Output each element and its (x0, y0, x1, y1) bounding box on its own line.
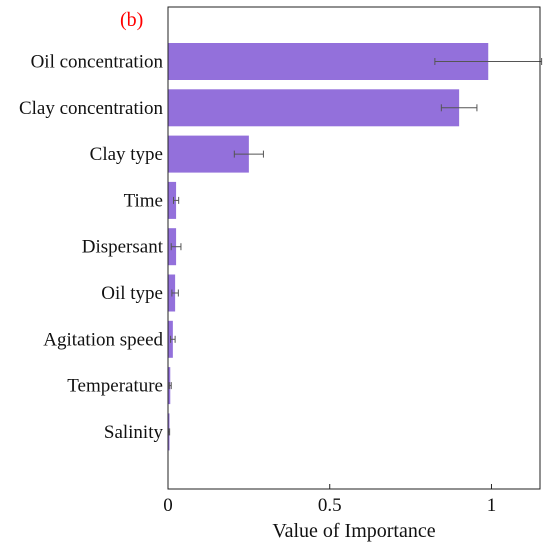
category-label: Oil concentration (31, 52, 164, 73)
x-tick-label: 0.5 (318, 495, 342, 516)
plot-frame (167, 6, 541, 490)
category-label: Oil type (101, 283, 163, 304)
bar (168, 181, 177, 219)
category-label: Clay type (90, 144, 163, 165)
error-bar (170, 335, 176, 343)
category-label: Temperature (67, 376, 163, 397)
x-axis-title: Value of Importance (272, 520, 435, 542)
x-tick-label: 0 (163, 495, 173, 516)
bar (168, 89, 460, 127)
category-label: Salinity (104, 422, 164, 443)
category-label: Agitation speed (43, 329, 163, 350)
category-label: Time (124, 190, 163, 211)
x-ticks-layer: 0 0.5 1 (163, 484, 496, 516)
category-label: Clay concentration (19, 98, 164, 119)
error-bars-layer (167, 58, 543, 436)
error-bar (168, 382, 172, 390)
x-tick-label: 1 (487, 495, 497, 516)
error-bar (170, 243, 182, 251)
bars-layer (168, 43, 489, 451)
category-labels-layer: Oil concentration Clay concentration Clay … (19, 52, 164, 443)
error-bar (440, 104, 478, 112)
error-bar (233, 150, 264, 158)
error-bar (172, 196, 180, 204)
category-label: Dispersant (82, 237, 164, 258)
panel-label: (b) (120, 9, 143, 31)
error-bar (171, 289, 179, 297)
error-bar (434, 58, 543, 65)
